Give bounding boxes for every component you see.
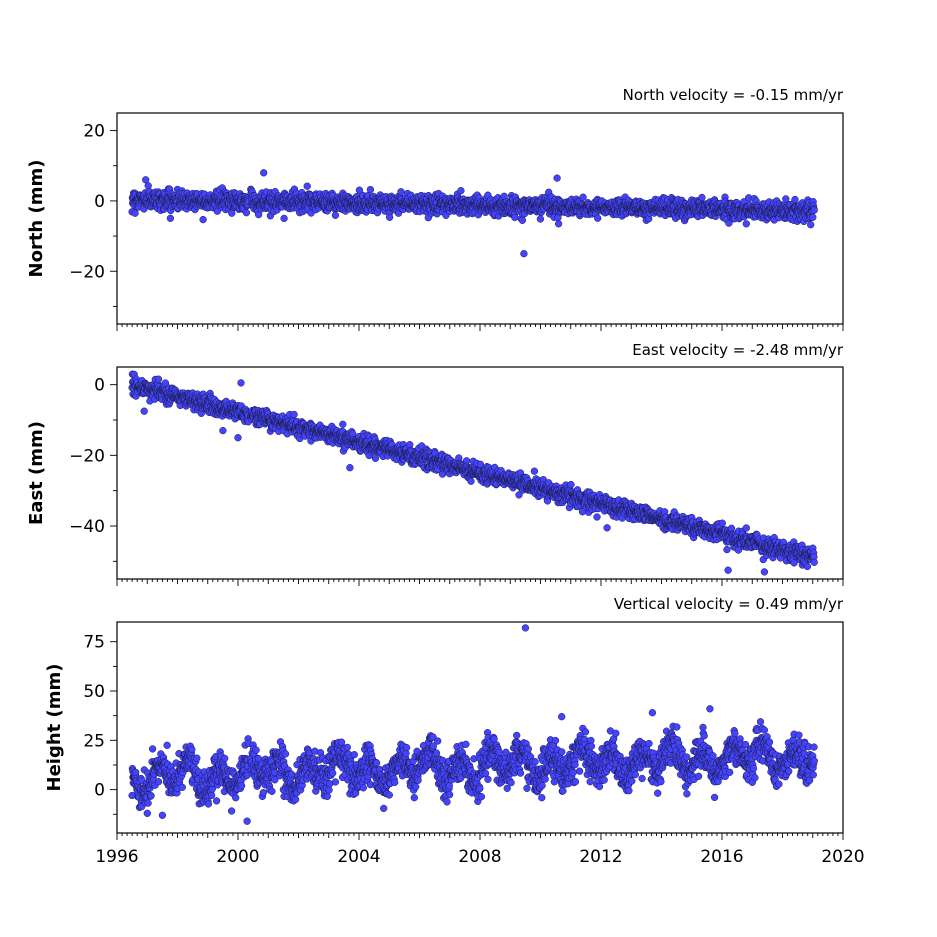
north-point xyxy=(807,221,815,229)
east-point xyxy=(154,375,163,383)
north-outlier-point xyxy=(142,176,150,184)
east-point xyxy=(339,420,347,428)
height-point xyxy=(148,745,157,753)
east-points xyxy=(128,370,818,576)
east-outlier-point xyxy=(603,524,611,532)
east-y-tick-label: −40 xyxy=(69,517,105,537)
east-point xyxy=(810,558,818,566)
north-point xyxy=(791,195,799,204)
north-y-tick-label: 20 xyxy=(83,122,105,142)
north-point xyxy=(742,220,750,228)
north-points xyxy=(128,169,818,258)
north-point xyxy=(809,213,817,221)
east-outlier-point xyxy=(219,426,227,435)
height-point xyxy=(144,799,152,807)
north-point xyxy=(810,206,818,214)
north-outlier-point xyxy=(553,174,561,182)
north-point xyxy=(166,214,175,222)
north-point xyxy=(242,209,251,217)
north-y-tick-label: −20 xyxy=(69,262,105,282)
north-ticks: −20 0 20 xyxy=(69,122,844,331)
east-point xyxy=(567,480,575,489)
north-point xyxy=(331,211,340,219)
north-point xyxy=(698,193,706,202)
north-point xyxy=(385,213,394,221)
east-point xyxy=(803,562,812,571)
north-point xyxy=(366,185,375,194)
north-outlier-point xyxy=(554,220,563,228)
north-point xyxy=(594,214,602,222)
north-panel: −20 0 20 North velocity = -0.15 mm/yr Nort… xyxy=(26,86,844,331)
north-point xyxy=(782,195,790,203)
east-outlier-point xyxy=(140,407,148,415)
east-outlier-point xyxy=(234,434,242,442)
east-outlier-point xyxy=(346,464,354,472)
east-panel: −40 −20 0 East velocity = -2.48 mm/yr East… xyxy=(26,341,844,586)
north-outlier-point xyxy=(260,169,268,177)
east-point xyxy=(742,524,750,532)
north-outlier-point xyxy=(518,216,527,224)
east-y-tick-label: 0 xyxy=(94,376,105,396)
north-ylabel: North (mm) xyxy=(26,160,47,278)
north-point xyxy=(457,187,465,195)
north-y-tick-label: 0 xyxy=(94,192,105,212)
north-point xyxy=(397,188,405,196)
east-velocity-title: East velocity = -2.48 mm/yr xyxy=(632,341,844,359)
east-point xyxy=(476,460,485,468)
east-point xyxy=(723,545,731,554)
east-outlier-point xyxy=(530,467,539,475)
north-point xyxy=(303,182,311,190)
north-point xyxy=(536,215,545,223)
east-y-tick-label: −20 xyxy=(69,446,105,466)
north-point xyxy=(579,193,587,201)
east-point xyxy=(161,379,170,387)
north-point xyxy=(355,186,364,194)
east-point xyxy=(593,513,601,521)
east-point xyxy=(718,519,726,527)
north-point xyxy=(199,215,207,224)
north-outlier-point xyxy=(520,250,528,258)
east-outlier-point xyxy=(760,568,769,576)
north-point xyxy=(131,209,139,217)
east-point xyxy=(371,454,380,462)
east-outlier-point xyxy=(724,566,732,574)
north-velocity-title: North velocity = -0.15 mm/yr xyxy=(623,86,844,104)
north-point xyxy=(511,213,519,222)
east-point xyxy=(290,410,298,419)
height-point xyxy=(132,768,140,777)
east-outlier-point xyxy=(237,379,245,387)
north-point xyxy=(280,214,288,223)
east-ylabel: East (mm) xyxy=(26,421,47,525)
height-point xyxy=(147,792,155,800)
east-point xyxy=(467,477,475,485)
